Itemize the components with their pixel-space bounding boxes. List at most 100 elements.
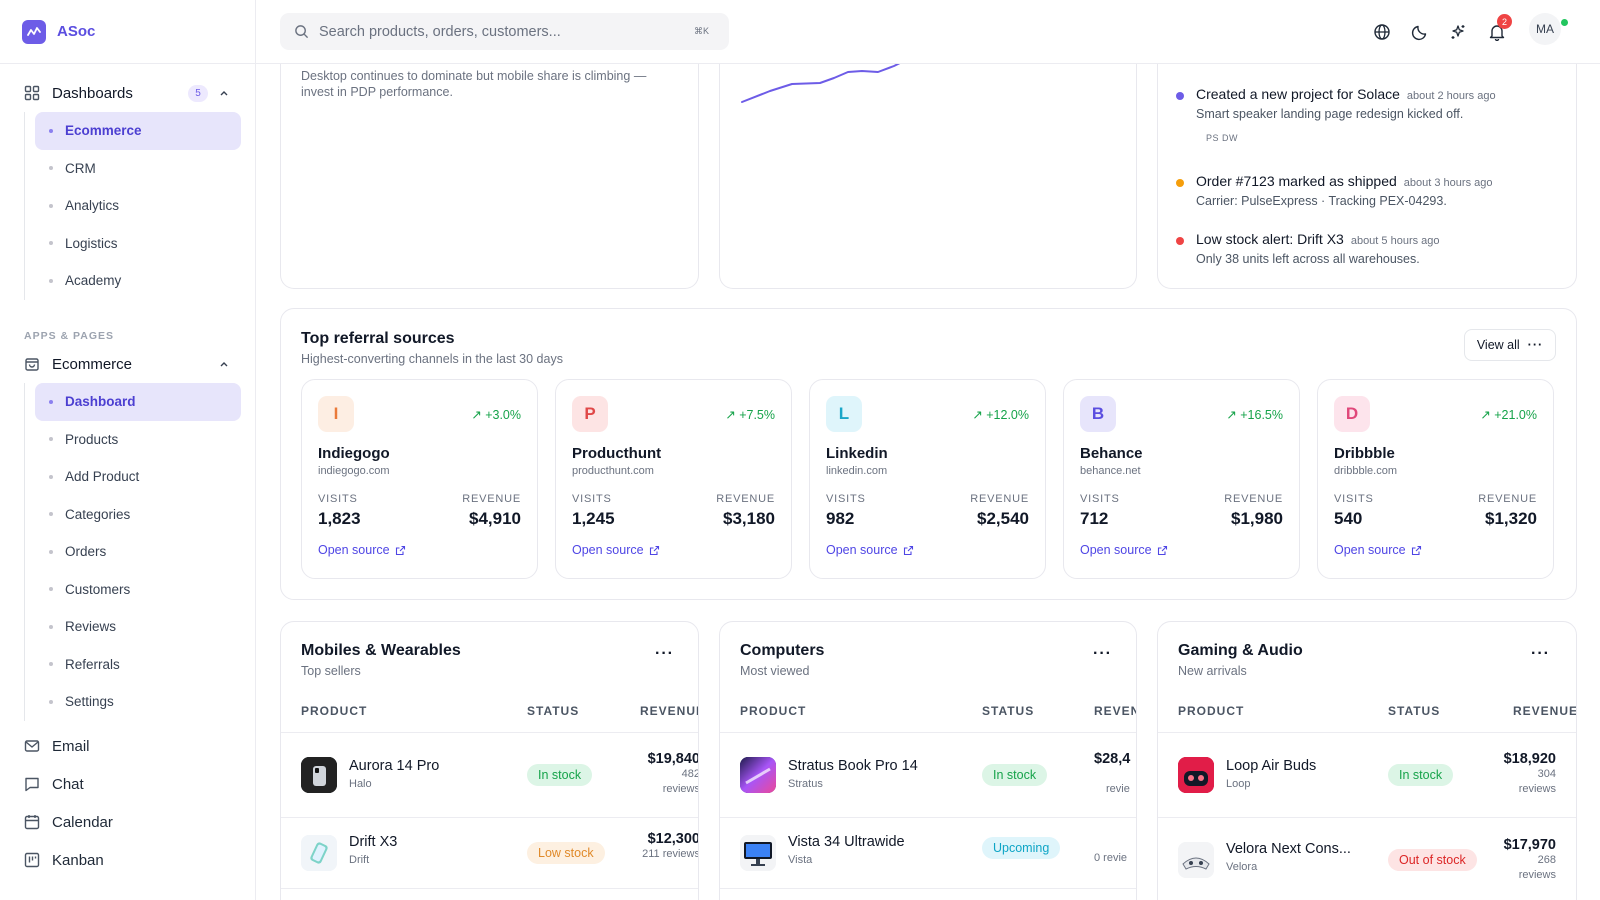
- visits-value: 1,823: [318, 509, 361, 528]
- review-count: 268 reviews: [1518, 854, 1556, 881]
- column-header-revenue[interactable]: REVENUE: [1513, 704, 1577, 718]
- nav-dashboards: Dashboards 5 Ecommerce CRM Analytics Log…: [0, 74, 256, 300]
- table-divider: [1158, 817, 1576, 818]
- sidebar-item-add-product[interactable]: Add Product: [35, 458, 241, 496]
- app-name: ASoc: [57, 23, 96, 40]
- product-name: Stratus Book Pro 14: [788, 758, 918, 774]
- revenue-value: $17,970: [1503, 837, 1556, 853]
- table-title: Gaming & Audio: [1178, 642, 1303, 659]
- column-header-product[interactable]: PRODUCT: [1178, 704, 1245, 718]
- product-brand: Drift: [349, 854, 370, 866]
- revenue-label: REVENUE: [970, 493, 1029, 505]
- revenue-label: REVENUE: [716, 493, 775, 505]
- review-count: revie: [1106, 783, 1130, 795]
- source-letter-avatar: D: [1334, 396, 1370, 432]
- sidebar-item-kanban[interactable]: Kanban: [24, 845, 104, 875]
- open-source-link[interactable]: Open source: [318, 543, 406, 557]
- chevron-up-icon: [220, 362, 228, 367]
- source-domain: behance.net: [1080, 465, 1141, 477]
- activity-dot: [1176, 92, 1184, 100]
- ecommerce-toggle[interactable]: Ecommerce: [0, 345, 256, 383]
- source-domain: dribbble.com: [1334, 465, 1397, 477]
- sidebar-item-calendar[interactable]: Calendar: [24, 807, 113, 837]
- sidebar-item-chat[interactable]: Chat: [24, 769, 84, 799]
- more-menu-button[interactable]: ···: [1531, 645, 1550, 662]
- status-badge: Upcoming: [982, 837, 1061, 859]
- table-title: Mobiles & Wearables: [301, 642, 461, 659]
- sidebar-item-categories[interactable]: Categories: [35, 496, 241, 534]
- avatar[interactable]: MA: [1529, 13, 1561, 45]
- growth-badge: ↗ +21.0%: [1480, 408, 1537, 422]
- column-header-revenue[interactable]: REVENUE: [1094, 704, 1136, 718]
- online-status-dot: [1561, 19, 1568, 26]
- mobiles-wearables-card: Mobiles & Wearables Top sellers ··· PROD…: [280, 621, 699, 900]
- ecommerce-subnav: Dashboard Products Add Product Categorie…: [24, 383, 256, 721]
- sidebar-item-products[interactable]: Products: [35, 421, 241, 459]
- table-subtitle: Most viewed: [740, 664, 810, 678]
- search-bar[interactable]: Search products, orders, customers... ⌘K: [280, 13, 729, 50]
- more-menu-button[interactable]: ···: [655, 645, 674, 662]
- notifications-button[interactable]: 2: [1486, 14, 1512, 45]
- view-all-button[interactable]: View all ···: [1464, 329, 1556, 361]
- open-source-link[interactable]: Open source: [1080, 543, 1168, 557]
- open-source-label: Open source: [1334, 543, 1406, 557]
- sidebar-item-dashboard[interactable]: Dashboard: [35, 383, 241, 421]
- brand[interactable]: ASoc: [0, 0, 255, 64]
- referral-sources-card: Top referral sources Highest-converting …: [280, 308, 1577, 600]
- chevron-up-icon: [220, 91, 228, 96]
- column-header-revenue[interactable]: REVENUE: [640, 704, 699, 718]
- column-header-product[interactable]: PRODUCT: [301, 704, 368, 718]
- nav-ecommerce: Ecommerce Dashboard Products Add Product…: [0, 345, 256, 721]
- column-header-status[interactable]: STATUS: [527, 704, 580, 718]
- chat-label: Chat: [52, 775, 84, 793]
- sidebar-item-logistics[interactable]: Logistics: [35, 225, 241, 263]
- referral-card: L ↗ +12.0% Linkedin linkedin.com VISITS …: [809, 379, 1046, 579]
- sidebar-item-email[interactable]: Email: [24, 731, 90, 761]
- product-thumbnail: [1178, 757, 1214, 793]
- table-divider: [720, 732, 1136, 733]
- sidebar-item-referrals[interactable]: Referrals: [35, 646, 241, 684]
- product-name: Drift X3: [349, 834, 398, 850]
- source-letter-avatar: B: [1080, 396, 1116, 432]
- status-badge: In stock: [982, 764, 1048, 786]
- product-brand: Vista: [788, 854, 813, 866]
- open-source-link[interactable]: Open source: [572, 543, 660, 557]
- table-divider: [720, 817, 1136, 818]
- table-divider: [281, 888, 698, 889]
- sidebar-item-settings[interactable]: Settings: [35, 683, 241, 721]
- sparkles-icon: [1451, 25, 1465, 39]
- referral-card: I ↗ +3.0% Indiegogo indiegogo.com VISITS…: [301, 379, 538, 579]
- language-button[interactable]: [1371, 19, 1393, 45]
- status-badge: Out of stock: [1388, 849, 1477, 871]
- open-source-label: Open source: [572, 543, 644, 557]
- section-label-apps: APPS & PAGES: [24, 330, 114, 342]
- sidebar-item-orders[interactable]: Orders: [35, 533, 241, 571]
- column-header-status[interactable]: STATUS: [982, 704, 1035, 718]
- sidebar-item-ecommerce[interactable]: Ecommerce: [35, 112, 241, 150]
- sidebar-item-reviews[interactable]: Reviews: [35, 608, 241, 646]
- sidebar-item-academy[interactable]: Academy: [35, 262, 241, 300]
- source-name: Indiegogo: [318, 445, 390, 462]
- view-all-label: View all: [1476, 338, 1520, 352]
- visits-label: VISITS: [1080, 493, 1120, 505]
- revenue-value: $1,980: [1231, 509, 1283, 528]
- more-menu-button[interactable]: ···: [1093, 645, 1112, 662]
- kanban-label: Kanban: [52, 851, 104, 869]
- open-source-label: Open source: [1080, 543, 1152, 557]
- open-source-link[interactable]: Open source: [826, 543, 914, 557]
- customizer-button[interactable]: [1447, 19, 1469, 45]
- column-header-status[interactable]: STATUS: [1388, 704, 1441, 718]
- visits-label: VISITS: [572, 493, 612, 505]
- sidebar-item-crm[interactable]: CRM: [35, 150, 241, 188]
- activity-dot: [1176, 237, 1184, 245]
- dashboards-toggle[interactable]: Dashboards 5: [0, 74, 256, 112]
- open-source-link[interactable]: Open source: [1334, 543, 1422, 557]
- calendar-label: Calendar: [52, 813, 113, 831]
- search-input[interactable]: Search products, orders, customers...: [319, 23, 561, 40]
- source-name: Behance: [1080, 445, 1143, 462]
- sidebar-item-analytics[interactable]: Analytics: [35, 187, 241, 225]
- theme-toggle-button[interactable]: [1409, 19, 1431, 45]
- growth-value: +21.0%: [1494, 408, 1537, 422]
- sidebar-item-customers[interactable]: Customers: [35, 571, 241, 609]
- column-header-product[interactable]: PRODUCT: [740, 704, 807, 718]
